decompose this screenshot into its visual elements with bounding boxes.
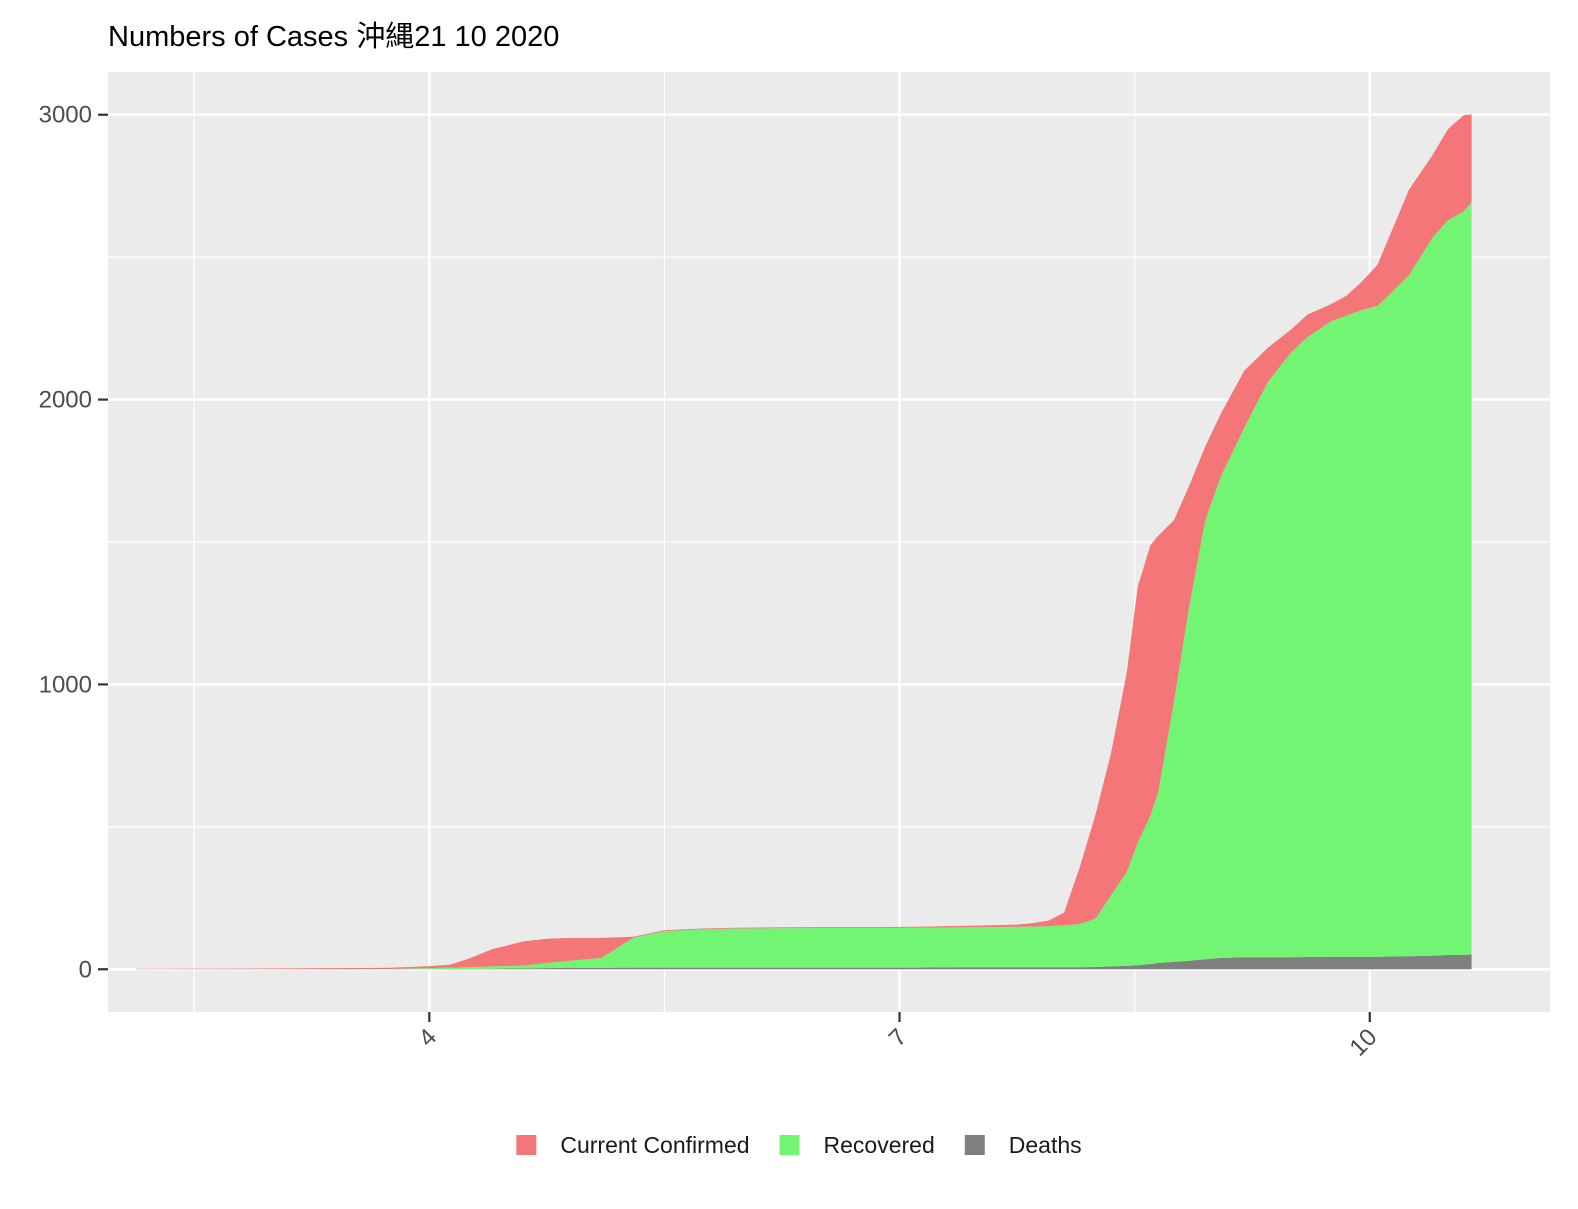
y-tick-label-3000: 3000 [39, 102, 92, 129]
legend-key-deaths [964, 1135, 985, 1155]
legend-key-recovered [779, 1135, 800, 1155]
y-axis: 0 1000 2000 3000 [39, 102, 108, 983]
legend-label-current-confirmed: Current Confirmed [560, 1132, 749, 1158]
legend: Current Confirmed Recovered Deaths [516, 1132, 1082, 1158]
x-tick-label-10: 10 [1345, 1024, 1383, 1062]
area-recovered [136, 202, 1472, 970]
x-axis: 4 7 10 [414, 1012, 1383, 1062]
x-tick-label-4: 4 [414, 1024, 443, 1053]
x-tick-label-7: 7 [884, 1024, 913, 1053]
area-deaths [136, 954, 1472, 970]
legend-key-current-confirmed [516, 1135, 537, 1155]
area-current-confirmed [136, 114, 1472, 970]
area-series [136, 114, 1472, 970]
y-tick-label-2000: 2000 [39, 387, 92, 414]
minor-gridlines [108, 72, 1550, 1012]
legend-label-recovered: Recovered [824, 1132, 935, 1158]
chart-title: Numbers of Cases 沖縄21 10 2020 [108, 20, 559, 53]
y-tick-label-1000: 1000 [39, 671, 92, 698]
y-tick-label-0: 0 [79, 956, 92, 983]
legend-label-deaths: Deaths [1009, 1132, 1082, 1158]
